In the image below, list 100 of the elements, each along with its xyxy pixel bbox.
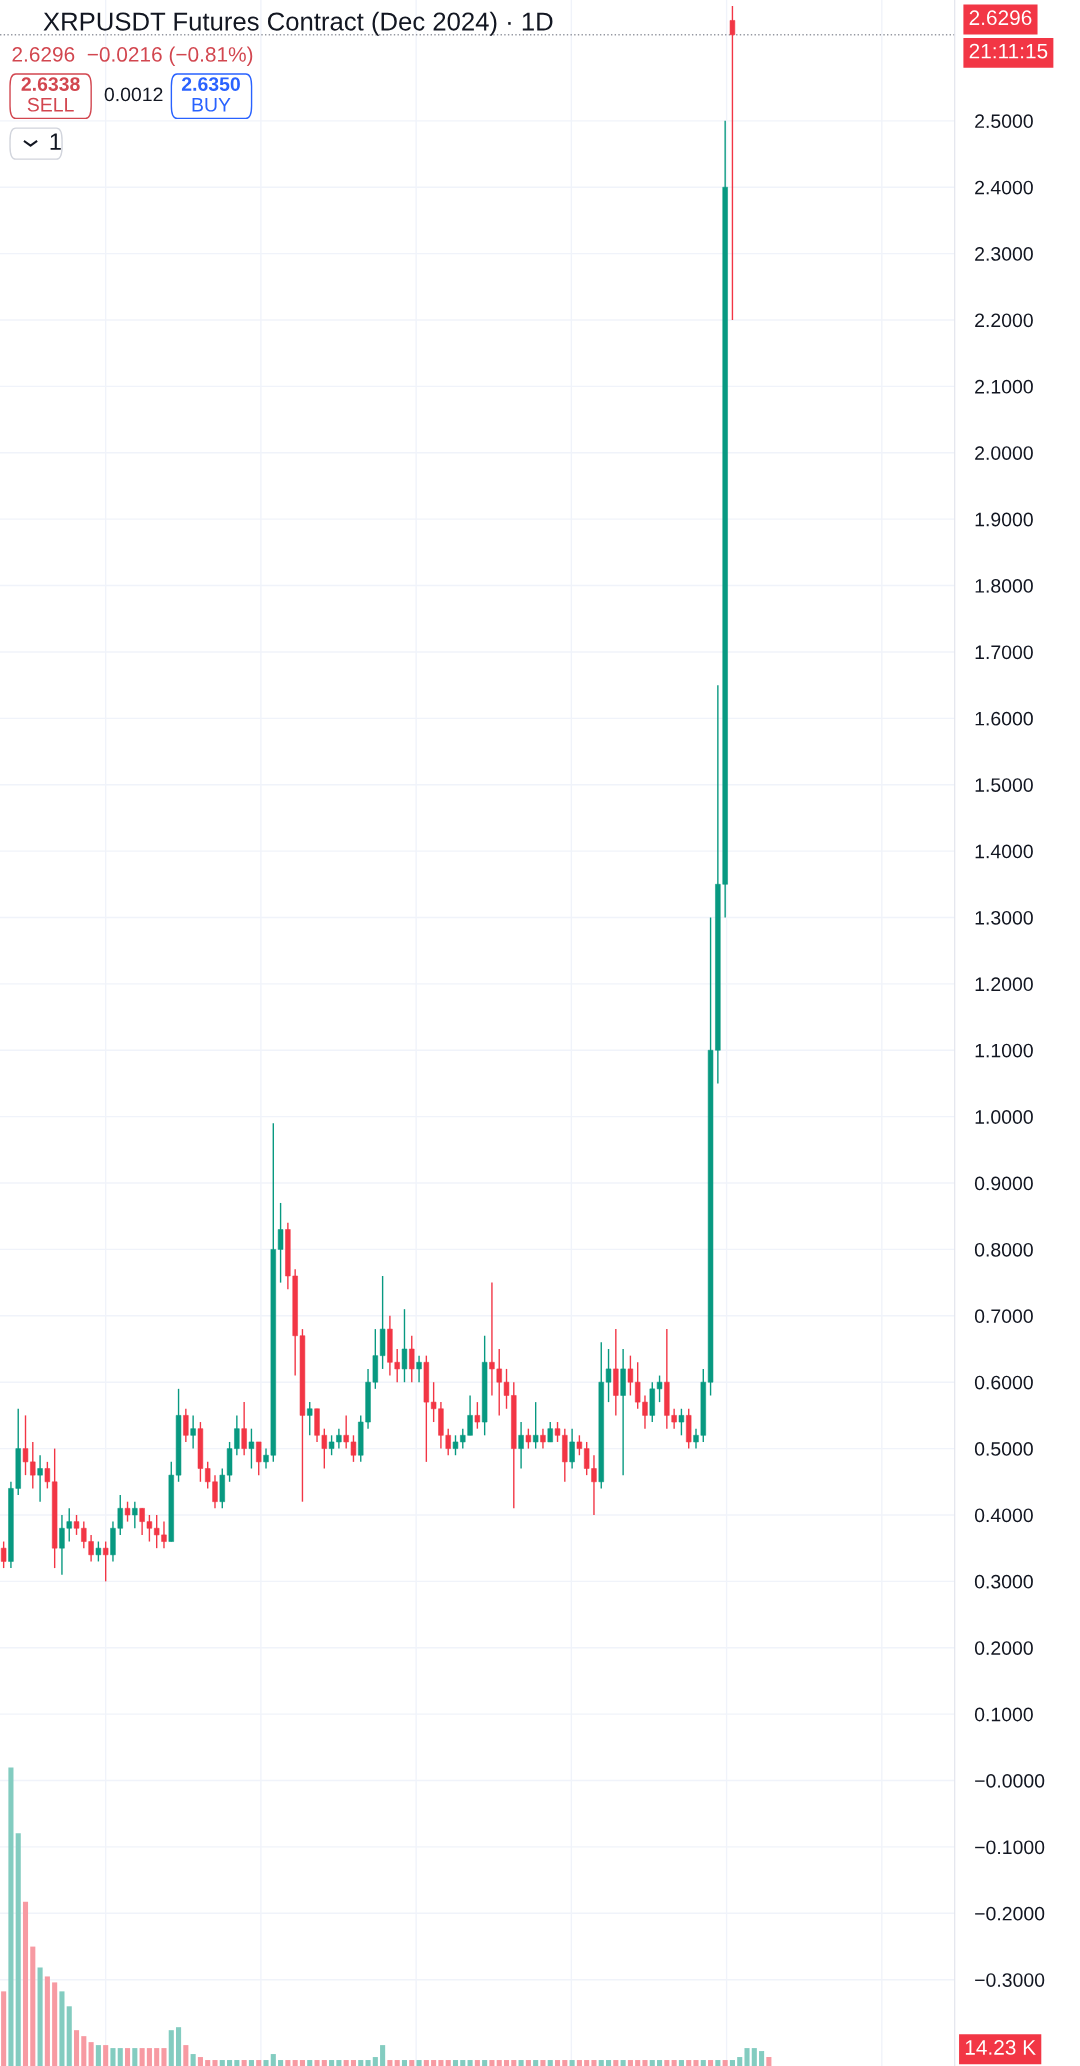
bar	[620, 2060, 626, 2066]
bar	[8, 1767, 14, 2066]
candlestick	[256, 1441, 262, 1476]
bar	[183, 2045, 189, 2066]
bar	[66, 2006, 72, 2066]
candlestick	[241, 1401, 247, 1456]
y-tick-label: 1.3000	[975, 910, 1033, 925]
bar	[81, 2036, 87, 2066]
bar	[686, 2060, 692, 2066]
bar	[591, 2060, 597, 2066]
bar	[678, 2060, 684, 2066]
candlestick	[540, 1427, 546, 1450]
bar	[299, 2060, 305, 2066]
candlestick	[248, 1427, 255, 1470]
bar	[737, 2057, 743, 2066]
bar	[103, 2045, 109, 2066]
bar	[161, 2048, 167, 2066]
bar	[241, 2060, 247, 2066]
bar	[285, 2060, 291, 2066]
y-tick-label: 0.6000	[974, 1375, 1033, 1390]
bar	[358, 2060, 364, 2066]
bar	[445, 2060, 451, 2066]
bar	[613, 2060, 619, 2066]
y-tick-label: 1.0000	[975, 1110, 1033, 1124]
bar	[248, 2060, 254, 2066]
candlestick	[0, 1540, 7, 1569]
bar	[489, 2060, 495, 2066]
bar	[401, 2060, 408, 2066]
bar	[350, 2060, 357, 2066]
bar	[547, 2060, 553, 2066]
bar	[496, 2060, 502, 2066]
y-tick-label: 0.1000	[974, 1707, 1033, 1722]
text: 2.6296 −0.0216 (−0.81%)	[12, 46, 253, 66]
bar	[605, 2060, 612, 2066]
bar	[576, 2060, 582, 2066]
bar	[190, 2054, 196, 2066]
y-tick-label: 1.8000	[975, 579, 1033, 593]
candlestick	[525, 1427, 532, 1450]
candlestick	[532, 1401, 539, 1450]
candlestick	[576, 1434, 583, 1456]
y-tick-label: 0.3000	[974, 1574, 1033, 1589]
bar	[627, 2060, 633, 2066]
bar	[52, 1982, 58, 2066]
annotation: 1	[50, 133, 61, 150]
bar	[511, 2060, 517, 2066]
bar	[15, 1833, 21, 2066]
bar	[176, 2027, 182, 2066]
bar	[124, 2048, 131, 2066]
bar	[307, 2060, 313, 2066]
bar	[635, 2060, 641, 2066]
ref-line-label: 2.6296	[969, 10, 1032, 26]
bar	[343, 2060, 349, 2066]
bar	[715, 2060, 721, 2066]
text: 14.23 K	[965, 2040, 1036, 2055]
bar	[365, 2060, 371, 2066]
bar	[729, 2060, 735, 2066]
bar	[321, 2060, 327, 2066]
y-tick-label: 2.3000	[975, 247, 1033, 261]
bar	[671, 2060, 677, 2066]
candlestick	[656, 1374, 663, 1403]
bar	[154, 2048, 160, 2066]
candlestick	[409, 1335, 415, 1383]
bar	[146, 2048, 152, 2066]
candlestick	[132, 1501, 138, 1529]
y-tick-label: 1.6000	[975, 711, 1033, 726]
bar	[649, 2060, 655, 2066]
bar	[693, 2060, 699, 2066]
bar	[759, 2051, 765, 2066]
bar	[73, 2030, 80, 2066]
bar	[584, 2060, 590, 2066]
y-tick-label: 1.5000	[975, 778, 1033, 792]
candlestick	[44, 1461, 51, 1490]
bar	[664, 2060, 670, 2066]
y-tick-label: 2.4000	[975, 180, 1033, 195]
bar	[569, 2060, 575, 2066]
bar	[722, 2060, 728, 2066]
bar	[751, 2048, 757, 2066]
y-tick-label: 0.4000	[974, 1508, 1033, 1523]
bar	[474, 2060, 480, 2066]
candlestick	[401, 1308, 408, 1383]
candlestick	[627, 1354, 634, 1397]
candlestick	[729, 5, 736, 321]
bar	[423, 2060, 429, 2066]
annotation: 2.6338	[21, 77, 80, 91]
bar	[598, 2060, 604, 2066]
y-tick-label: 2.1000	[975, 379, 1033, 394]
bar	[460, 2060, 466, 2066]
y-tick-label: 0.9000	[974, 1176, 1033, 1191]
bar	[409, 2060, 415, 2066]
y-tick-label: 2.5000	[975, 114, 1033, 129]
bar	[554, 2060, 561, 2066]
text: 21:11:15	[969, 43, 1048, 59]
bar	[132, 2048, 138, 2066]
y-tick-label: −0.0000	[975, 1774, 1045, 1788]
bar	[503, 2060, 510, 2066]
bar	[270, 2054, 276, 2066]
bar	[394, 2060, 400, 2066]
annotation: 2.6350	[181, 77, 240, 91]
candlestick	[416, 1354, 422, 1383]
bar	[227, 2060, 233, 2066]
